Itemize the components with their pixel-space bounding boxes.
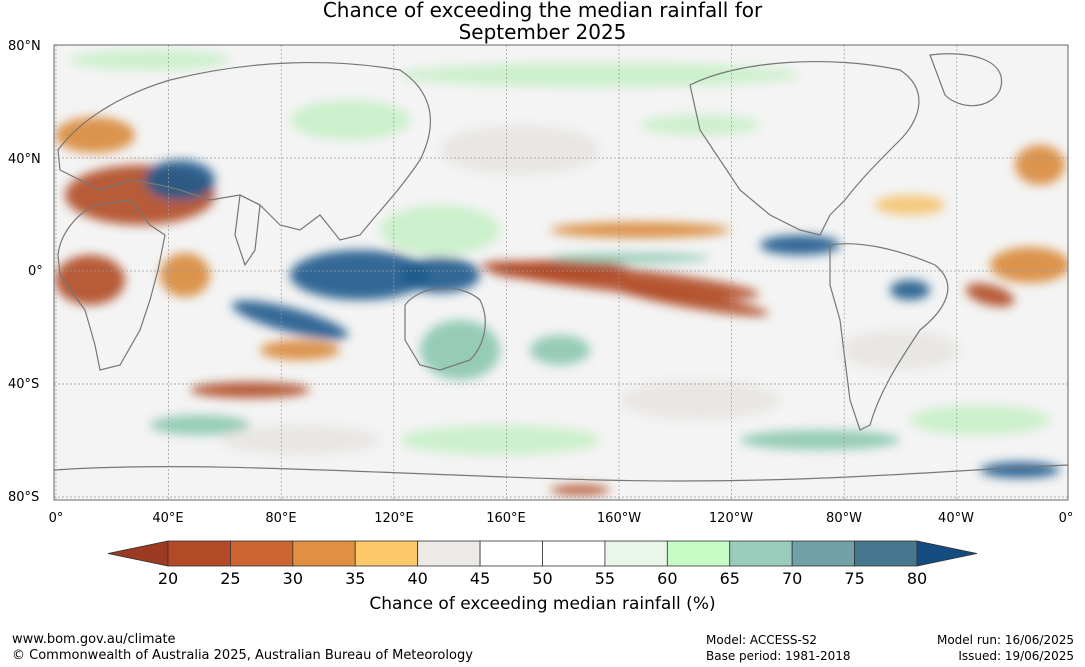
colorbar-tick-label: 65 — [719, 569, 740, 588]
graticule — [54, 45, 1068, 500]
anomaly-region — [380, 205, 500, 255]
lon-label: 40°E — [152, 511, 184, 526]
anomaly-region — [990, 247, 1068, 283]
anomaly-region — [1015, 145, 1065, 185]
anomaly-region — [611, 284, 769, 316]
coastlines — [54, 53, 1068, 482]
colorbar-tick-label: 80 — [906, 569, 928, 588]
colorbar-tick-label: 20 — [157, 569, 179, 588]
footer-copyright: © Commonwealth of Australia 2025, Austra… — [12, 648, 473, 663]
colorbar-tick-label: 45 — [469, 569, 491, 588]
footer-model: Model: ACCESS-S2 — [706, 633, 818, 647]
footer-model-run: Model run: 16/06/2025 — [936, 633, 1074, 647]
colorbar-tick-label: 70 — [781, 569, 803, 588]
colorbar-tick-label: 55 — [594, 569, 616, 588]
footer-issued: Issued: 19/06/2025 — [958, 649, 1074, 663]
anomaly-region — [910, 405, 1050, 435]
map-frame — [53, 44, 1069, 501]
lat-label: 40°S — [8, 377, 40, 392]
footer-base-period: Base period: 1981-2018 — [706, 649, 851, 663]
anomaly-region — [400, 425, 600, 455]
anomaly-region — [980, 462, 1060, 478]
colorbar-tick-label: 30 — [282, 569, 304, 588]
colorbar-title: Chance of exceeding median rainfall (%) — [369, 594, 716, 614]
anomaly-region — [550, 253, 710, 263]
footer-url: www.bom.gov.au/climate — [12, 632, 176, 647]
lon-label: 80°W — [826, 511, 862, 526]
anomaly-region — [55, 255, 125, 305]
anomaly-region — [550, 222, 730, 238]
lon-label: 0° — [48, 511, 64, 526]
lon-label: 120°E — [374, 511, 414, 526]
anomaly-region — [420, 320, 500, 380]
lon-label: 120°W — [708, 511, 754, 526]
map-title-line2: September 2025 — [458, 20, 627, 44]
anomaly-region — [890, 280, 930, 300]
lat-label: 0° — [28, 264, 43, 279]
anomaly-region — [55, 117, 135, 153]
anomaly-region — [150, 415, 250, 435]
anomaly-region — [875, 195, 945, 215]
anomaly-region — [965, 283, 1015, 307]
colorbar-tick-label: 35 — [345, 569, 366, 588]
lat-label: 80°N — [8, 39, 41, 54]
anomaly-region — [760, 235, 840, 255]
anomaly-region — [530, 335, 590, 365]
lon-label: 40°W — [938, 511, 974, 526]
anomaly-region — [260, 340, 340, 360]
anomaly-region — [550, 485, 610, 495]
anomaly-region — [740, 430, 900, 450]
anomaly-region — [145, 160, 215, 200]
colorbar-tick-label: 75 — [844, 569, 865, 588]
lon-label: 80°E — [265, 511, 297, 526]
lon-label: 160°E — [486, 511, 526, 526]
lon-label: 0° — [1058, 511, 1074, 526]
colorbar-tick-label: 50 — [532, 569, 553, 588]
anomaly-region — [400, 63, 800, 87]
anomaly-region — [231, 300, 349, 340]
lat-label: 80°S — [8, 490, 40, 505]
lon-label: 160°W — [596, 511, 642, 526]
colorbar-tick-label: 40 — [407, 569, 428, 588]
anomaly-region — [400, 257, 480, 293]
colorbar-tick-label: 60 — [657, 569, 678, 588]
anomaly-region — [440, 125, 600, 175]
anomaly-region — [190, 382, 310, 398]
anomaly-region — [290, 100, 410, 140]
anomaly-region — [290, 250, 430, 300]
anomaly-region — [620, 380, 780, 420]
anomaly-region — [70, 50, 230, 70]
anomaly-region — [640, 115, 760, 135]
anomaly-region — [490, 260, 630, 280]
lat-label: 40°N — [8, 152, 41, 167]
anomaly-region — [220, 425, 380, 455]
colorbar-tick-label: 25 — [220, 569, 241, 588]
anomaly-region — [160, 253, 210, 297]
anomaly-region — [840, 330, 960, 370]
map-title-line1: Chance of exceeding the median rainfall … — [322, 0, 763, 22]
